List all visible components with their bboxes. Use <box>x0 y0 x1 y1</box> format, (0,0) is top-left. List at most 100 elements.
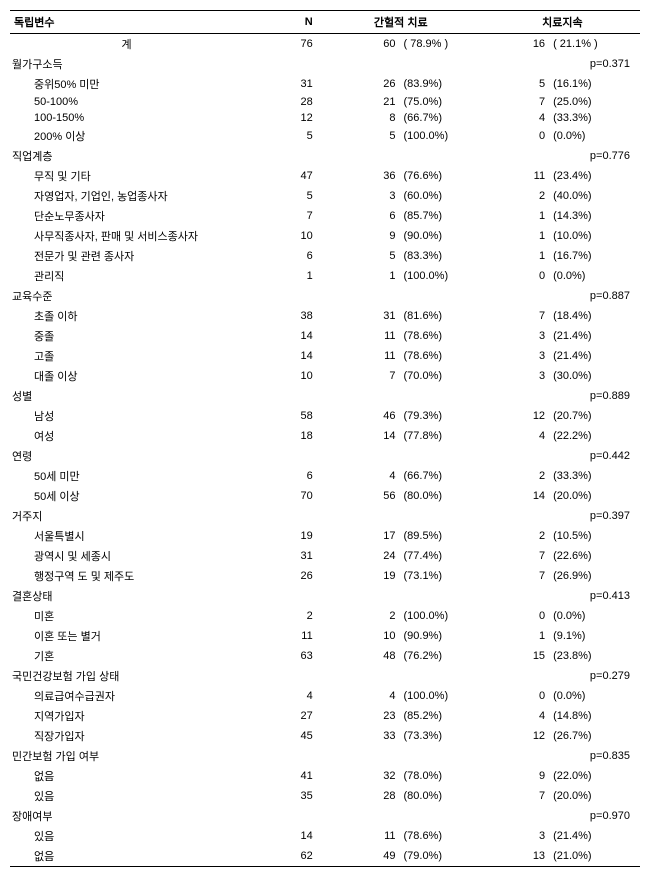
data-row: 없음6249(79.0%)13(21.0%) <box>10 846 640 867</box>
data-row: 있음1411(78.6%)3(21.4%) <box>10 826 640 846</box>
row-int-p: (100.0%) <box>399 126 484 146</box>
row-n: 31 <box>243 74 317 94</box>
row-cont-p: (33.3%) <box>549 110 640 126</box>
group-label: 국민건강보험 가입 상태 <box>10 666 243 686</box>
row-n: 45 <box>243 726 317 746</box>
data-row: 사무직종사자, 판매 및 서비스종사자109(90.0%)1(10.0%) <box>10 226 640 246</box>
group-row: 직업계층p=0.776 <box>10 146 640 166</box>
empty <box>317 746 400 766</box>
row-label: 자영업자, 기업인, 농업종사자 <box>10 186 243 206</box>
data-row: 전문가 및 관련 종사자65(83.3%)1(16.7%) <box>10 246 640 266</box>
empty <box>399 54 484 74</box>
row-cont-n: 5 <box>485 74 549 94</box>
row-int-n: 9 <box>317 226 400 246</box>
row-cont-p: (20.0%) <box>549 786 640 806</box>
empty <box>243 806 317 826</box>
row-cont-n: 3 <box>485 346 549 366</box>
row-cont-p: (0.0%) <box>549 606 640 626</box>
group-label: 연령 <box>10 446 243 466</box>
row-cont-n: 0 <box>485 686 549 706</box>
row-int-n: 5 <box>317 246 400 266</box>
empty <box>485 54 549 74</box>
row-cont-p: (23.4%) <box>549 166 640 186</box>
data-row: 이혼 또는 별거1110(90.9%)1(9.1%) <box>10 626 640 646</box>
data-row: 단순노무종사자76(85.7%)1(14.3%) <box>10 206 640 226</box>
row-cont-n: 11 <box>485 166 549 186</box>
row-cont-p: (22.6%) <box>549 546 640 566</box>
row-n: 12 <box>243 110 317 126</box>
row-int-n: 32 <box>317 766 400 786</box>
row-n: 2 <box>243 606 317 626</box>
row-int-n: 23 <box>317 706 400 726</box>
row-label: 서울특별시 <box>10 526 243 546</box>
row-cont-n: 7 <box>485 566 549 586</box>
row-label: 대졸 이상 <box>10 366 243 386</box>
header-row: 독립변수 N 간헐적 치료 치료지속 <box>10 11 640 34</box>
row-cont-n: 3 <box>485 366 549 386</box>
header-continuous: 치료지속 <box>485 11 640 34</box>
row-cont-n: 3 <box>485 326 549 346</box>
empty <box>243 146 317 166</box>
row-label: 200% 이상 <box>10 126 243 146</box>
row-int-p: (76.6%) <box>399 166 484 186</box>
data-row: 고졸1411(78.6%)3(21.4%) <box>10 346 640 366</box>
data-row: 광역시 및 세종시3124(77.4%)7(22.6%) <box>10 546 640 566</box>
row-n: 38 <box>243 306 317 326</box>
group-label: 직업계층 <box>10 146 243 166</box>
row-cont-n: 9 <box>485 766 549 786</box>
row-n: 63 <box>243 646 317 666</box>
empty <box>485 286 549 306</box>
header-intermittent: 간헐적 치료 <box>317 11 485 34</box>
row-label: 없음 <box>10 766 243 786</box>
row-int-p: (78.0%) <box>399 766 484 786</box>
row-int-p: (78.6%) <box>399 346 484 366</box>
group-row: 민간보험 가입 여부p=0.835 <box>10 746 640 766</box>
row-cont-p: (9.1%) <box>549 626 640 646</box>
empty <box>399 666 484 686</box>
group-label: 민간보험 가입 여부 <box>10 746 243 766</box>
row-int-n: 36 <box>317 166 400 186</box>
empty <box>317 446 400 466</box>
data-row: 기혼6348(76.2%)15(23.8%) <box>10 646 640 666</box>
row-n: 1 <box>243 266 317 286</box>
row-cont-p: (14.8%) <box>549 706 640 726</box>
row-cont-p: (0.0%) <box>549 266 640 286</box>
data-row: 서울특별시1917(89.5%)2(10.5%) <box>10 526 640 546</box>
row-label: 지역가입자 <box>10 706 243 726</box>
empty <box>243 746 317 766</box>
row-label: 없음 <box>10 846 243 867</box>
row-int-p: (100.0%) <box>399 606 484 626</box>
row-int-p: (81.6%) <box>399 306 484 326</box>
data-row: 미혼22(100.0%)0(0.0%) <box>10 606 640 626</box>
row-cont-n: 3 <box>485 826 549 846</box>
row-int-n: 4 <box>317 686 400 706</box>
group-label: 성별 <box>10 386 243 406</box>
row-int-p: (75.0%) <box>399 94 484 110</box>
row-int-p: (60.0%) <box>399 186 484 206</box>
row-cont-p: (10.5%) <box>549 526 640 546</box>
row-label: 있음 <box>10 786 243 806</box>
row-cont-n: 2 <box>485 526 549 546</box>
group-pval: p=0.413 <box>549 586 640 606</box>
group-label: 교육수준 <box>10 286 243 306</box>
row-cont-n: 4 <box>485 110 549 126</box>
empty <box>399 386 484 406</box>
row-n: 26 <box>243 566 317 586</box>
row-int-p: (70.0%) <box>399 366 484 386</box>
row-n: 11 <box>243 626 317 646</box>
data-row: 지역가입자2723(85.2%)4(14.8%) <box>10 706 640 726</box>
data-row: 100-150%128(66.7%)4(33.3%) <box>10 110 640 126</box>
group-row: 성별p=0.889 <box>10 386 640 406</box>
empty <box>317 586 400 606</box>
row-int-p: (100.0%) <box>399 686 484 706</box>
row-cont-p: (21.4%) <box>549 326 640 346</box>
row-n: 27 <box>243 706 317 726</box>
row-cont-n: 0 <box>485 606 549 626</box>
total-int-n: 60 <box>317 34 400 55</box>
row-n: 47 <box>243 166 317 186</box>
row-cont-p: (30.0%) <box>549 366 640 386</box>
empty <box>485 666 549 686</box>
row-n: 6 <box>243 466 317 486</box>
row-label: 미혼 <box>10 606 243 626</box>
row-int-p: (100.0%) <box>399 266 484 286</box>
